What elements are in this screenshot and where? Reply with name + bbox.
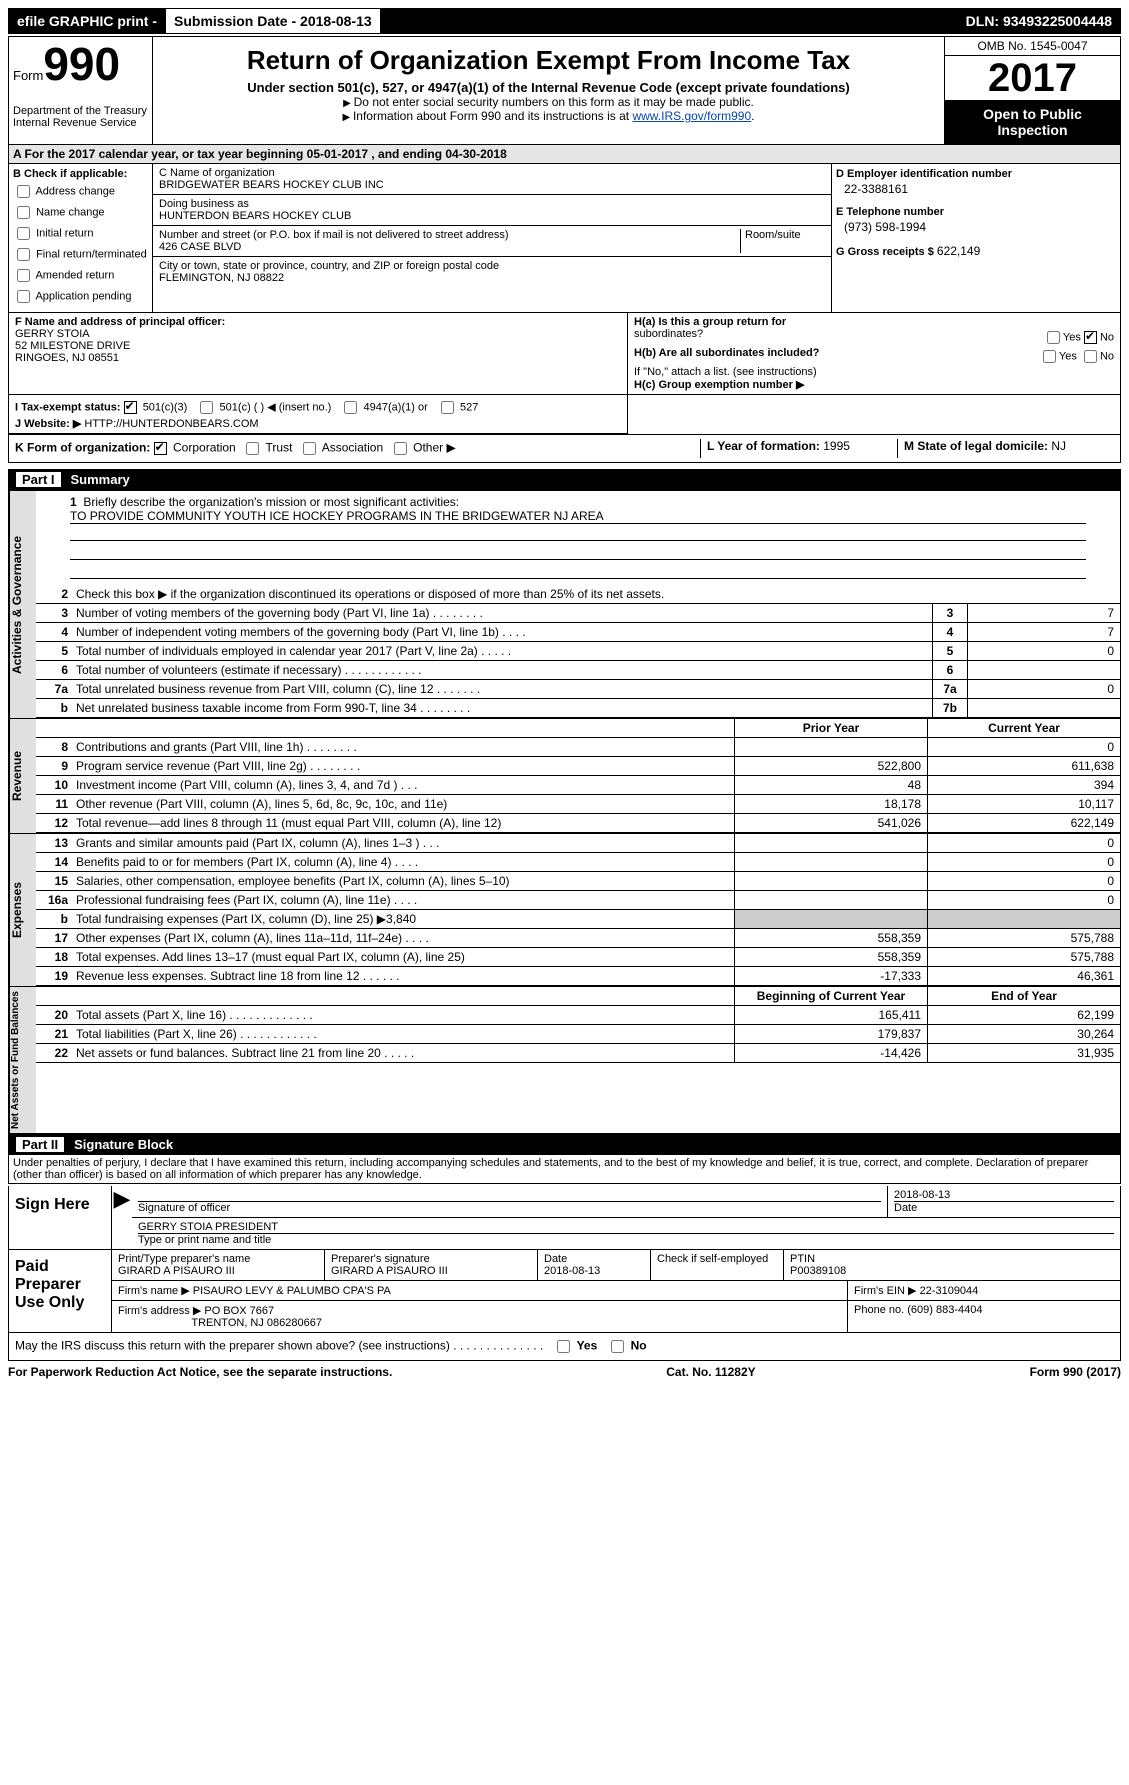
section-a: A For the 2017 calendar year, or tax yea… — [8, 145, 1121, 164]
cb-name-change[interactable] — [17, 206, 30, 219]
declaration: Under penalties of perjury, I declare th… — [8, 1155, 1121, 1184]
section-d: D Employer identification number 22-3388… — [832, 164, 1120, 312]
instructions-link[interactable]: www.IRS.gov/form990 — [632, 109, 751, 123]
cb-corp[interactable] — [154, 442, 167, 455]
summary-net: Net Assets or Fund Balances Beginning of… — [8, 987, 1121, 1134]
cb-app-pending[interactable] — [17, 290, 30, 303]
paid-preparer: Paid Preparer Use Only Print/Type prepar… — [8, 1250, 1121, 1333]
cb-4947[interactable] — [344, 401, 357, 414]
form-header: Form990 Department of the Treasury Inter… — [8, 36, 1121, 145]
hb-yes[interactable] — [1043, 350, 1056, 363]
summary-exp: Expenses 13Grants and similar amounts pa… — [8, 834, 1121, 987]
top-block: B Check if applicable: Address change Na… — [8, 164, 1121, 313]
cb-assoc[interactable] — [303, 442, 316, 455]
footer: For Paperwork Reduction Act Notice, see … — [8, 1365, 1121, 1379]
submission-seg: Submission Date - 2018-08-13 — [166, 9, 381, 33]
section-f-h: F Name and address of principal officer:… — [8, 313, 1121, 395]
cb-trust[interactable] — [246, 442, 259, 455]
cb-501c[interactable] — [200, 401, 213, 414]
section-b: B Check if applicable: Address change Na… — [9, 164, 153, 312]
cb-final-return[interactable] — [17, 248, 30, 261]
discuss-no[interactable] — [611, 1340, 624, 1353]
summary-rev: Revenue Prior YearCurrent Year 8Contribu… — [8, 719, 1121, 834]
hb-no[interactable] — [1084, 350, 1097, 363]
cb-other[interactable] — [394, 442, 407, 455]
sign-here: Sign Here ▶ Signature of officer 2018-08… — [8, 1186, 1121, 1250]
efile-label: efile GRAPHIC print - — [9, 9, 166, 33]
section-c: C Name of organization BRIDGEWATER BEARS… — [153, 164, 832, 312]
cb-amended[interactable] — [17, 269, 30, 282]
hdr-mid: Return of Organization Exempt From Incom… — [153, 37, 944, 144]
hdr-right: OMB No. 1545-0047 2017 Open to Public In… — [944, 37, 1120, 144]
cb-527[interactable] — [441, 401, 454, 414]
ha-yes[interactable] — [1047, 331, 1060, 344]
summary-gov: Activities & Governance 1 Briefly descri… — [8, 490, 1121, 719]
discuss-row: May the IRS discuss this return with the… — [8, 1333, 1121, 1361]
ha-no[interactable] — [1084, 331, 1097, 344]
topbar: efile GRAPHIC print - Submission Date - … — [8, 8, 1121, 34]
section-i-j: I Tax-exempt status: 501(c)(3) 501(c) ( … — [8, 395, 1121, 435]
dln-seg: DLN: 93493225004448 — [381, 9, 1120, 33]
hdr-left: Form990 Department of the Treasury Inter… — [9, 37, 153, 144]
cb-501c3[interactable] — [124, 401, 137, 414]
cb-address-change[interactable] — [17, 185, 30, 198]
part2-header: Part IISignature Block — [8, 1134, 1121, 1155]
cb-initial-return[interactable] — [17, 227, 30, 240]
section-k: K Form of organization: Corporation Trus… — [8, 435, 1121, 463]
form-title: Return of Organization Exempt From Incom… — [163, 45, 934, 76]
part1-header: Part ISummary — [8, 469, 1121, 490]
discuss-yes[interactable] — [557, 1340, 570, 1353]
